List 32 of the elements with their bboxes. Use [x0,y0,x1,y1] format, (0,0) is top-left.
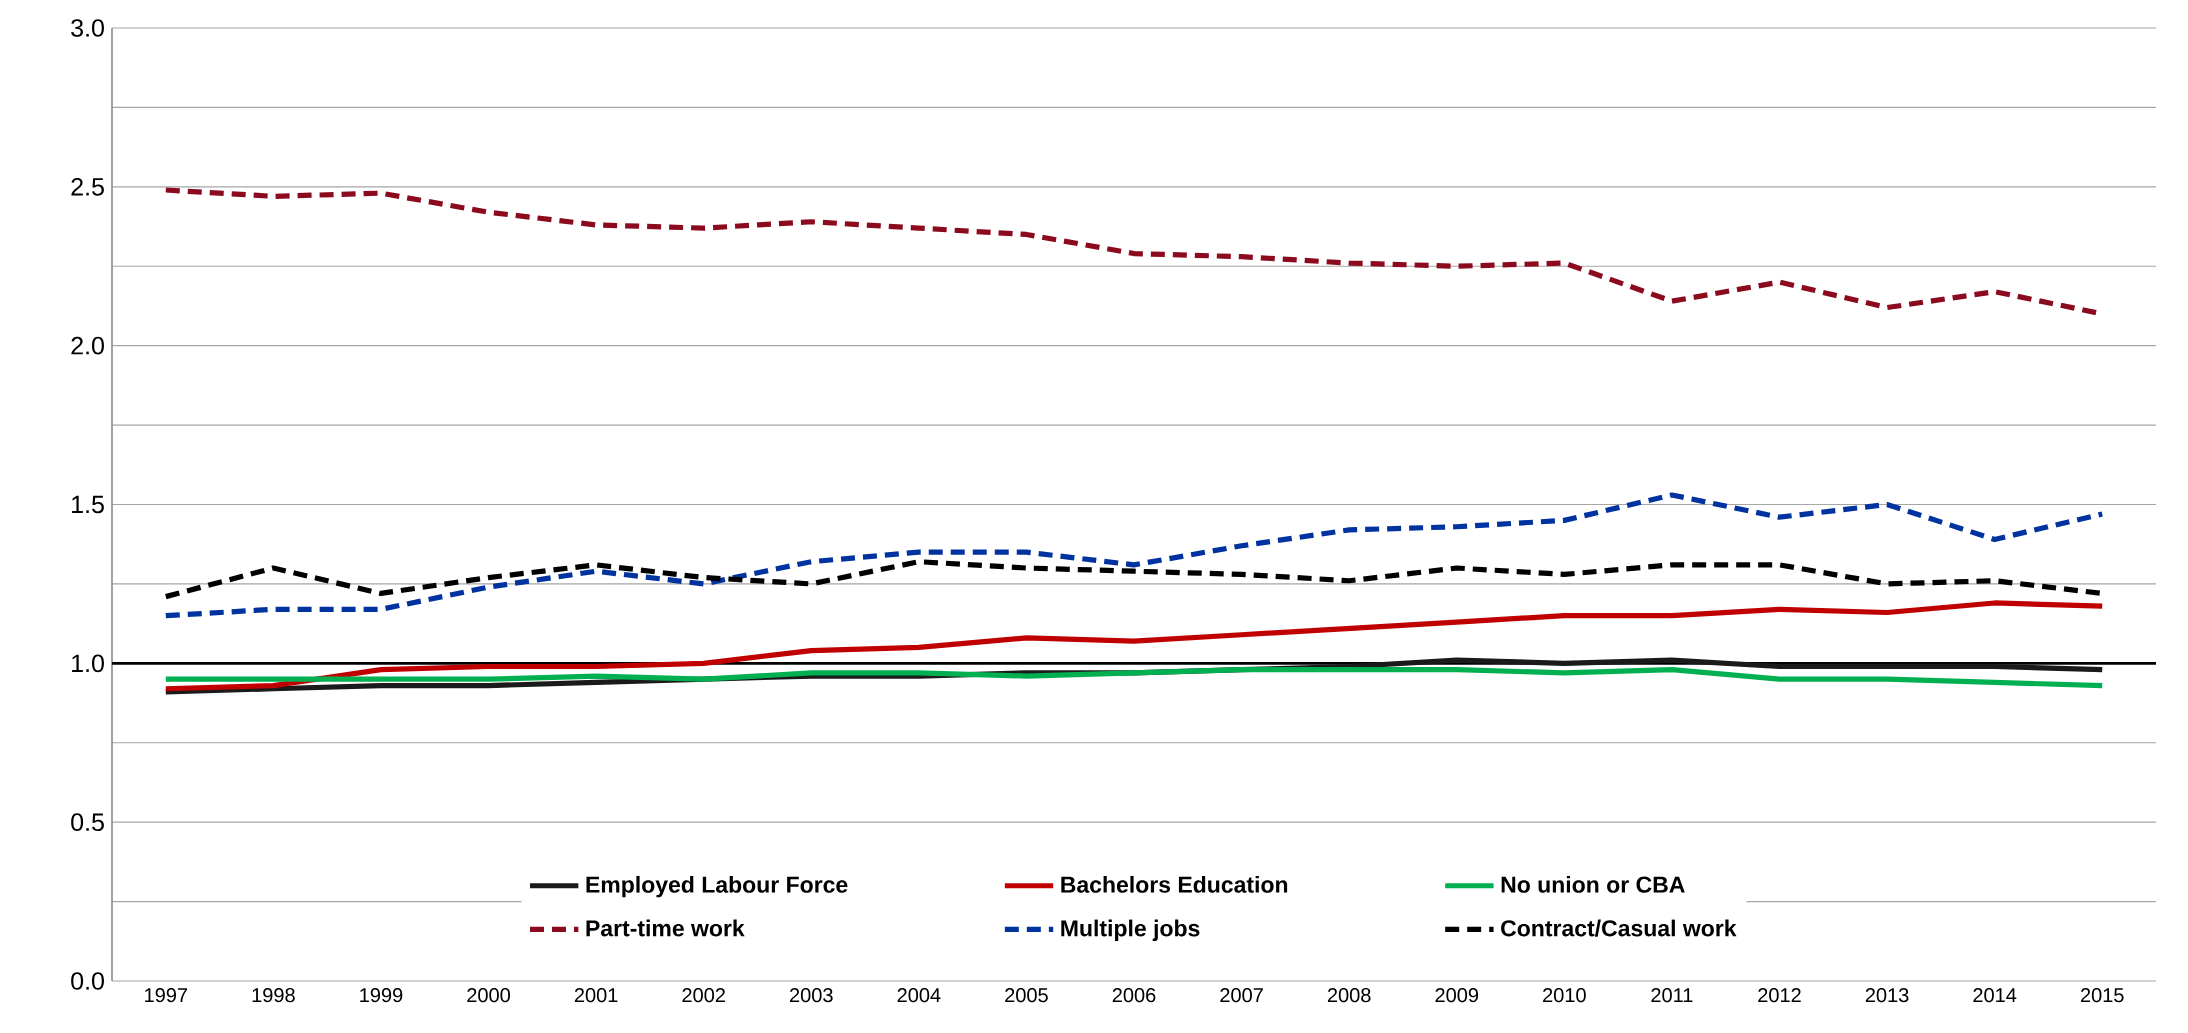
x-tick-label: 2015 [2080,988,2124,1003]
x-tick-label: 2010 [1543,988,1586,1003]
x-tick-label: 2002 [682,988,725,1003]
x-tick-label: 1997 [145,988,188,1003]
x-tick-label: 2007 [1220,988,1263,1003]
x-tick-label: 1999 [360,988,403,1003]
x-tick-label: 2005 [1005,988,1048,1003]
x-tick-label: 1998 [252,988,295,1003]
x-tick-label: 2012 [1758,988,1801,1003]
legend-label: Contract/Casual work [1501,919,1737,937]
x-tick-label: 2011 [1651,988,1693,1003]
y-tick-label: 1.5 [72,495,104,514]
y-tick-label: 1.0 [72,654,104,673]
x-tick-label: 2004 [897,988,941,1003]
x-tick-label: 2014 [1973,988,2017,1003]
x-tick-label: 2013 [1865,988,1909,1003]
y-tick-label: 2.5 [71,177,104,196]
y-tick-label: 0.5 [71,813,104,832]
x-tick-label: 2003 [790,988,833,1003]
legend-label: Part-time work [586,919,745,937]
x-tick-label: 2000 [467,988,510,1003]
x-tick-label: 2006 [1112,988,1156,1003]
y-tick-label: 3.0 [71,19,104,37]
legend-label: Employed Labour Force [586,875,848,898]
y-tick-label: 0.0 [71,972,104,990]
y-tick-label: 2.0 [71,336,104,355]
legend-label: Multiple jobs [1061,919,1200,942]
x-tick-label: 2008 [1327,988,1371,1003]
legend-label: No union or CBA [1501,875,1685,893]
legend-label: Bachelors Education [1061,875,1288,893]
x-tick-label: 2009 [1435,988,1479,1003]
x-tick-label: 2001 [574,988,618,1003]
